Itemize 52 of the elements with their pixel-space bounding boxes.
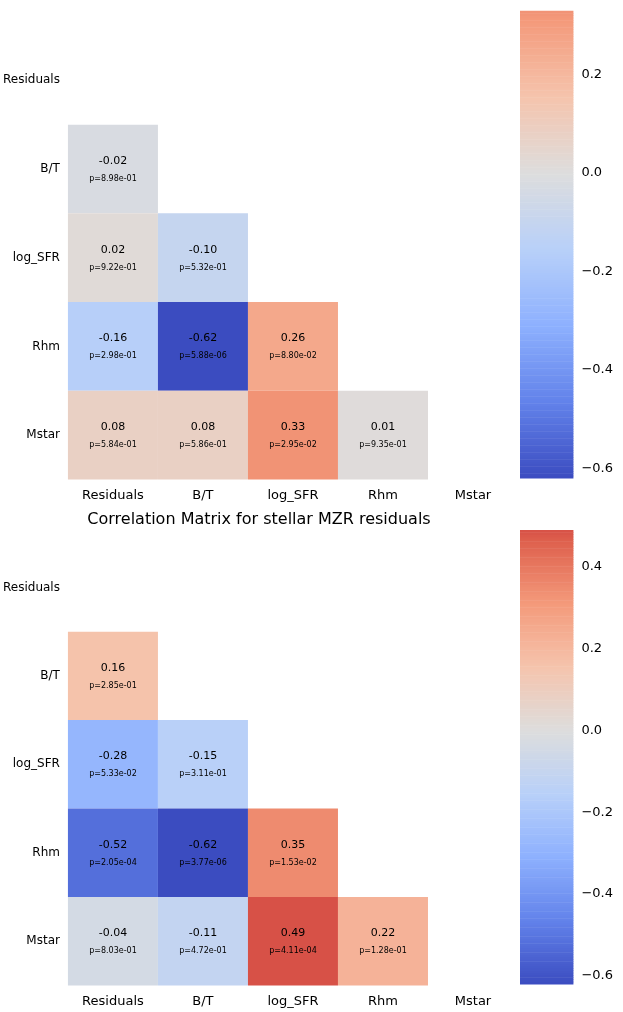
x-tick-label: Mstar bbox=[454, 486, 492, 502]
data-label: -0.52 p=2.05e-04 bbox=[89, 837, 137, 867]
data-label: -0.11 p=4.72e-01 bbox=[179, 926, 227, 956]
data-label: -0.10 p=5.32e-01 bbox=[179, 242, 227, 272]
x-tick-label: B/T bbox=[192, 486, 214, 502]
data-label: -0.28 p=5.33e-02 bbox=[89, 749, 137, 779]
data-label: 0.22 p=1.28e-01 bbox=[359, 926, 407, 956]
x-tick-label: Mstar bbox=[454, 992, 492, 1008]
color-bar-label: 0.0 bbox=[581, 721, 603, 737]
data-label: 0.16 p=2.85e-01 bbox=[89, 660, 137, 690]
x-tick-label: Rhm bbox=[368, 486, 398, 502]
y-tick-label: Residuals bbox=[2, 72, 60, 87]
y-tick-label: Mstar bbox=[26, 933, 60, 948]
color-bar-label: −0.4 bbox=[581, 361, 614, 377]
color-bar-label: 0.0 bbox=[581, 164, 603, 180]
data-label: 0.49 p=4.11e-04 bbox=[269, 926, 317, 956]
y-tick-label: Rhm bbox=[32, 844, 60, 859]
data-label: 0.08 p=5.86e-01 bbox=[179, 419, 227, 450]
y-tick-label: B/T bbox=[40, 161, 61, 176]
data-label: -0.04 p=8.03e-01 bbox=[89, 926, 137, 956]
color-bar-label: −0.2 bbox=[581, 262, 614, 278]
data-label: -0.02 p=8.98e-01 bbox=[89, 153, 137, 184]
y-tick-label: Rhm bbox=[32, 338, 60, 353]
x-tick-label: Residuals bbox=[82, 992, 144, 1008]
data-label: 0.33 p=2.95e-02 bbox=[269, 419, 317, 450]
data-label: 0.35 p=1.53e-02 bbox=[269, 837, 317, 867]
y-tick-label: Residuals bbox=[2, 579, 60, 594]
data-label: -0.15 p=3.11e-01 bbox=[179, 749, 227, 779]
data-label: -0.16 p=2.98e-01 bbox=[89, 331, 137, 361]
data-label: -0.62 p=5.88e-06 bbox=[179, 331, 227, 361]
color-bar-label: −0.6 bbox=[581, 459, 614, 475]
x-tick-label: Rhm bbox=[368, 992, 398, 1008]
x-tick-label: Residuals bbox=[82, 486, 144, 502]
y-tick-label: log_SFR bbox=[12, 249, 60, 264]
chart-title: Correlation Matrix for stellar MZR residuals bbox=[87, 508, 431, 528]
y-tick-label: log_SFR bbox=[12, 756, 60, 771]
data-label: 0.26 p=8.80e-02 bbox=[269, 331, 317, 361]
data-label: 0.02 p=9.22e-01 bbox=[89, 242, 137, 272]
data-label: 0.01 p=9.35e-01 bbox=[359, 419, 407, 450]
data-label: 0.08 p=5.84e-01 bbox=[89, 419, 137, 450]
y-tick-label: B/T bbox=[40, 667, 61, 682]
color-bar-label: 0.2 bbox=[581, 66, 603, 82]
x-tick-label: B/T bbox=[192, 992, 214, 1008]
x-tick-label: log_SFR bbox=[267, 486, 319, 502]
color-bar-label: −0.6 bbox=[581, 967, 614, 983]
color-bar-label: −0.2 bbox=[581, 803, 614, 819]
x-tick-label: log_SFR bbox=[267, 992, 319, 1008]
y-tick-label: Mstar bbox=[26, 427, 60, 442]
data-label: -0.62 p=3.77e-06 bbox=[179, 837, 227, 867]
color-bar-label: −0.4 bbox=[581, 885, 614, 901]
color-bar-label: 0.4 bbox=[581, 558, 603, 574]
color-bar-label: 0.2 bbox=[581, 639, 603, 655]
